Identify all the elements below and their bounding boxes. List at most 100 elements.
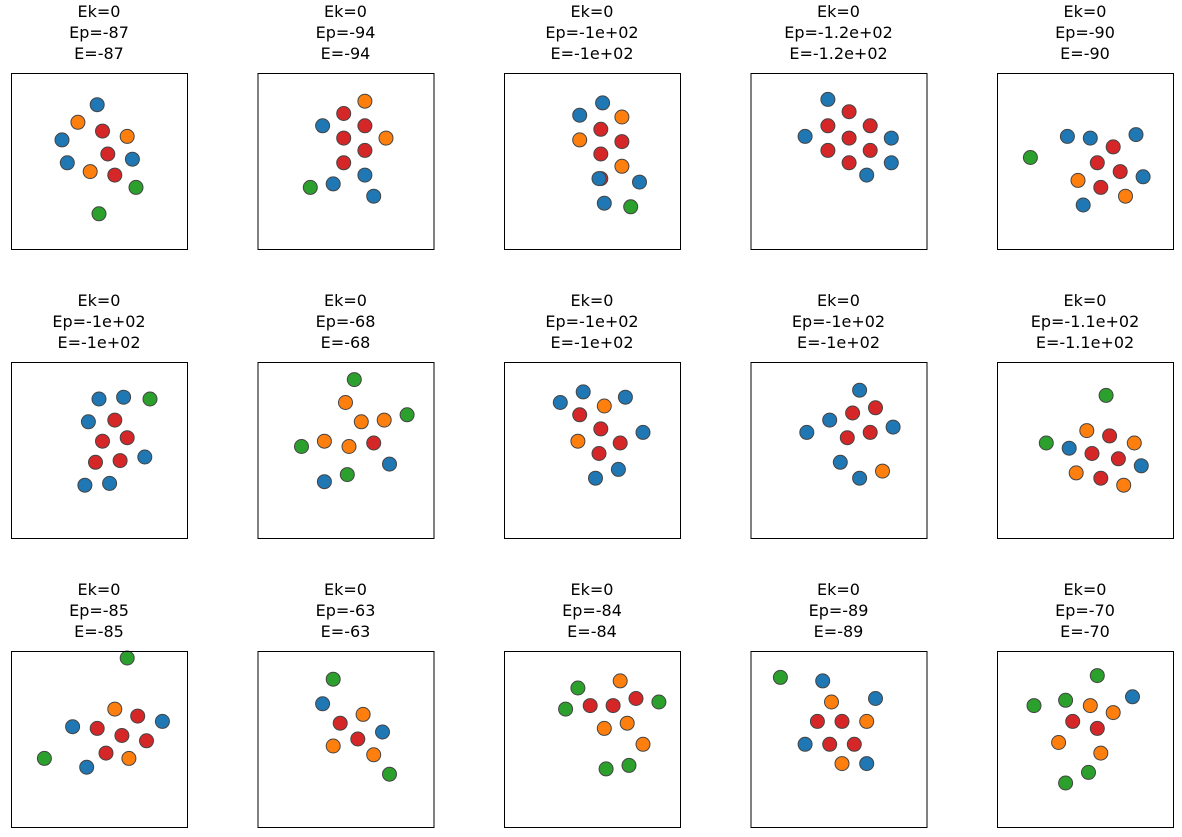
- data-point-red: [628, 691, 644, 706]
- data-point-blue: [315, 696, 331, 712]
- data-point-orange: [596, 398, 612, 414]
- data-point-red: [336, 155, 352, 171]
- axes-frame: [750, 362, 928, 539]
- axes-frame: [11, 651, 188, 828]
- data-point-red: [862, 424, 878, 440]
- data-point-red: [841, 130, 857, 146]
- data-point-orange: [859, 713, 875, 729]
- data-point-red: [820, 142, 836, 158]
- data-point-red: [98, 745, 114, 761]
- data-point-green: [651, 694, 667, 710]
- data-point-red: [107, 167, 123, 183]
- data-point-blue: [77, 477, 93, 493]
- panel-title-line: Ep=-89: [809, 601, 869, 620]
- scatter-panel-9: Ek=0 Ep=-1e+02 E=-1e+02: [750, 291, 928, 539]
- data-point-orange: [353, 414, 369, 430]
- scatter-panel-6: Ek=0 Ep=-1e+02 E=-1e+02: [11, 291, 188, 539]
- data-point-green: [325, 671, 341, 687]
- data-point-blue: [89, 97, 105, 113]
- data-point-blue: [316, 474, 332, 490]
- data-point-blue: [1135, 169, 1151, 185]
- data-point-blue: [1125, 689, 1140, 705]
- scatter-panel-10: Ek=0 Ep=-1.1e+02 E=-1.1e+02: [997, 291, 1174, 539]
- data-point-blue: [797, 736, 813, 752]
- panel-title-line: E=-84: [567, 622, 617, 641]
- data-point-blue: [883, 155, 899, 171]
- data-point-blue: [595, 95, 611, 111]
- data-point-red: [357, 142, 373, 158]
- data-point-red: [1105, 139, 1121, 155]
- data-point-green: [1026, 698, 1042, 714]
- data-point-red: [88, 454, 103, 470]
- data-point-green: [382, 766, 397, 782]
- scatter-panel-4: Ek=0 Ep=-1.2e+02 E=-1.2e+02: [750, 2, 928, 250]
- axes-frame: [504, 651, 681, 828]
- data-point-green: [1098, 387, 1114, 403]
- data-point-blue: [137, 449, 153, 465]
- scatter-panel-15: Ek=0 Ep=-70 E=-70: [997, 580, 1174, 828]
- panel-title-line: E=-1.2e+02: [789, 44, 887, 63]
- data-point-orange: [834, 756, 850, 772]
- panel-title-line: Ek=0: [1064, 580, 1107, 599]
- data-point-blue: [80, 414, 96, 430]
- data-point-red: [809, 713, 825, 729]
- data-point-blue: [815, 673, 831, 689]
- panel-title-line: Ek=0: [571, 291, 614, 310]
- panel-title-line: Ep=-1.2e+02: [784, 23, 893, 42]
- scatter-panel-1: Ek=0 Ep=-87 E=-87: [11, 2, 188, 250]
- scatter-panel-12: Ek=0 Ep=-63 E=-63: [257, 580, 435, 828]
- data-point-red: [862, 118, 878, 134]
- data-point-green: [346, 372, 362, 388]
- panel-title-line: E=-1e+02: [550, 44, 633, 63]
- axes-frame: [997, 651, 1174, 828]
- data-point-blue: [572, 107, 588, 123]
- panel-title-line: Ep=-1e+02: [545, 23, 638, 42]
- data-point-red: [841, 155, 857, 171]
- data-point-red: [841, 104, 857, 120]
- data-point-orange: [357, 93, 373, 109]
- data-point-blue: [822, 412, 838, 428]
- data-point-red: [1093, 470, 1109, 486]
- panel-title-line: E=-94: [321, 44, 371, 63]
- panel-title-line: Ek=0: [817, 291, 860, 310]
- data-point-green: [772, 669, 788, 685]
- data-point-blue: [154, 713, 170, 729]
- data-point-orange: [1105, 705, 1121, 721]
- data-point-red: [862, 142, 878, 158]
- data-point-red: [845, 405, 861, 421]
- data-point-blue: [91, 391, 107, 407]
- data-point-red: [350, 731, 366, 747]
- data-point-blue: [382, 456, 397, 472]
- panel-title-line: E=-1.1e+02: [1036, 333, 1134, 352]
- scatter-panel-7: Ek=0 Ep=-68 E=-68: [257, 291, 435, 539]
- data-point-red: [112, 453, 128, 469]
- data-point-green: [623, 199, 639, 215]
- data-point-blue: [366, 188, 382, 204]
- data-point-blue: [635, 424, 651, 440]
- data-point-orange: [119, 128, 135, 144]
- data-point-orange: [1126, 435, 1142, 451]
- data-point-blue: [617, 389, 633, 405]
- data-point-orange: [612, 673, 628, 689]
- data-point-orange: [570, 433, 586, 449]
- axes-frame: [504, 362, 681, 539]
- scatter-panel-14: Ek=0 Ep=-89 E=-89: [750, 580, 928, 828]
- panel-title-line: Ep=-1.1e+02: [1031, 312, 1140, 331]
- axes-frame: [504, 73, 681, 250]
- panel-title-line: Ek=0: [1064, 2, 1107, 21]
- panel-title-line: E=-1e+02: [550, 333, 633, 352]
- data-point-blue: [65, 719, 81, 735]
- data-point-green: [1058, 692, 1074, 708]
- data-point-orange: [1118, 188, 1133, 204]
- data-point-blue: [1082, 130, 1098, 146]
- data-point-blue: [116, 389, 132, 405]
- data-point-red: [336, 130, 352, 146]
- data-point-red: [591, 446, 607, 461]
- data-point-orange: [338, 395, 353, 410]
- data-point-blue: [1128, 127, 1144, 143]
- data-point-orange: [355, 706, 371, 722]
- panel-title-line: Ek=0: [324, 2, 367, 21]
- data-point-orange: [619, 715, 635, 731]
- data-point-orange: [614, 158, 630, 174]
- data-point-red: [89, 720, 105, 736]
